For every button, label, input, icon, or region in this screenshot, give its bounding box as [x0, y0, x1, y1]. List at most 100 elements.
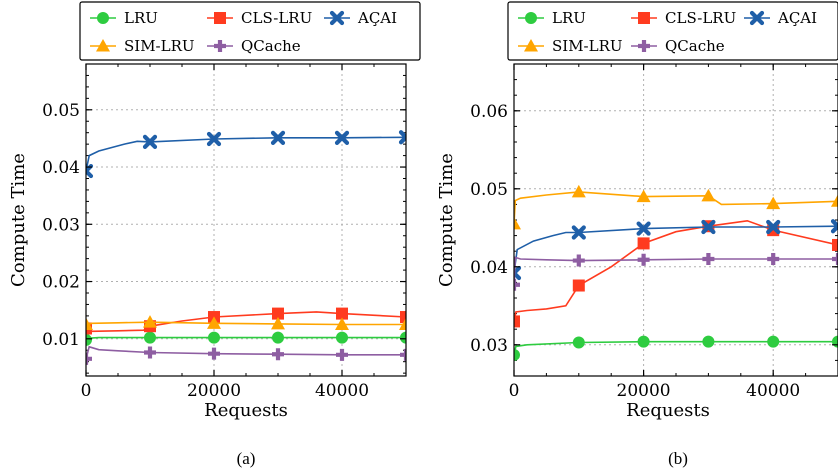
- data-point-acai: [830, 219, 838, 234]
- legend-marker-acai: [749, 10, 765, 26]
- panel-caption: (a): [237, 449, 256, 468]
- y-tick-label: 0.04: [470, 258, 508, 278]
- x-tick-label: 20000: [187, 381, 241, 401]
- y-tick-label: 0.04: [42, 158, 80, 178]
- legend-marker-lru: [525, 12, 537, 24]
- series-cls-lru: [86, 307, 406, 335]
- series-line-lru: [514, 340, 838, 356]
- data-point-cls-lru: [572, 279, 585, 292]
- data-point-qcache: [336, 348, 348, 361]
- y-tick-label: 0.06: [470, 102, 508, 122]
- legend-item-sim-lru: SIM-LRU: [518, 37, 623, 55]
- data-point-sim-lru: [571, 184, 586, 198]
- data-point-acai: [636, 221, 651, 236]
- series-line-sim-lru: [86, 321, 406, 326]
- legend-label: LRU: [124, 9, 158, 27]
- x-tick-label: 0: [81, 381, 92, 401]
- legend-marker-cls-lru: [214, 12, 226, 24]
- data-point-qcache: [832, 253, 838, 265]
- data-point-acai: [398, 130, 406, 145]
- legend-item-qcache: QCache: [207, 37, 301, 55]
- plot-frame: [85, 63, 407, 377]
- data-point-sim-lru: [207, 316, 221, 329]
- data-point-acai: [142, 134, 158, 149]
- grid: [514, 64, 838, 376]
- series-sim-lru: [86, 315, 406, 330]
- data-point-qcache: [637, 253, 650, 266]
- series-qcache: [514, 253, 838, 291]
- series-line-acai: [86, 136, 406, 172]
- data-point-acai: [766, 219, 781, 235]
- y-axis-label: Compute Time: [8, 153, 29, 287]
- series-line-sim-lru: [514, 191, 838, 224]
- data-point-qcache: [702, 253, 715, 265]
- legend-label: SIM-LRU: [552, 37, 623, 55]
- data-point-lru: [86, 333, 92, 346]
- legend-marker-lru: [97, 12, 109, 24]
- ticks: 0 20000 40000 0.03 0.04 0.05 0.06: [470, 64, 838, 401]
- data-point-lru: [767, 335, 780, 348]
- data-point-sim-lru: [831, 194, 838, 207]
- data-point-acai: [514, 265, 522, 281]
- data-point-acai: [206, 131, 222, 147]
- data-point-cls-lru: [336, 307, 348, 320]
- plot-frame: [513, 63, 838, 377]
- data-point-cls-lru: [637, 237, 650, 250]
- series-lru: [514, 335, 838, 361]
- panel-caption: (b): [668, 449, 688, 468]
- chart-panel-a: 0 20000 40000 0.01 0.02 0.03 0.04 0.05 Requests C…: [8, 1, 421, 468]
- legend-marker-sim-lru: [524, 39, 538, 52]
- x-axis-label: Requests: [204, 400, 288, 421]
- data-point-acai: [86, 163, 94, 179]
- legend-item-lru: LRU: [518, 9, 586, 27]
- series-sim-lru: [514, 184, 838, 230]
- series-line-cls-lru: [86, 311, 406, 333]
- x-tick-label: 0: [509, 381, 520, 401]
- legend: LRU CLS-LRU AÇAI SIM-LRU QCache: [79, 1, 421, 61]
- legend-marker-qcache: [214, 40, 226, 52]
- legend-item-cls-lru: CLS-LRU: [207, 9, 312, 27]
- data-point-qcache: [514, 278, 520, 291]
- series-line-qcache: [514, 256, 838, 285]
- data-point-cls-lru: [272, 307, 284, 320]
- series-acai: [514, 219, 838, 281]
- data-point-lru: [400, 331, 406, 344]
- data-point-acai: [334, 130, 350, 145]
- legend-item-lru: LRU: [90, 9, 158, 27]
- data-point-cls-lru: [514, 315, 520, 328]
- series-lru: [86, 331, 406, 346]
- minor-ticks: [85, 63, 407, 376]
- data-point-cls-lru: [400, 311, 406, 324]
- legend-label: AÇAI: [777, 9, 817, 27]
- data-point-acai: [571, 225, 586, 240]
- legend-marker-acai: [329, 10, 345, 26]
- legend-marker-cls-lru: [638, 12, 650, 24]
- data-point-qcache: [272, 348, 284, 361]
- series-line-cls-lru: [514, 219, 838, 322]
- data-point-lru: [514, 348, 520, 361]
- data-point-sim-lru: [399, 317, 406, 330]
- data-point-lru: [637, 335, 650, 348]
- data-point-lru: [272, 331, 284, 344]
- y-tick-label: 0.01: [42, 330, 80, 350]
- y-tick-label: 0.03: [470, 336, 508, 356]
- data-point-lru: [144, 331, 156, 344]
- series-cls-lru: [514, 219, 838, 328]
- y-tick-label: 0.02: [42, 273, 80, 293]
- data-point-lru: [832, 335, 838, 348]
- data-point-cls-lru: [832, 238, 838, 251]
- data-point-qcache: [767, 253, 780, 265]
- legend: LRU CLS-LRU AÇAI SIM-LRU QCache: [507, 1, 838, 61]
- chart-panel-b: 0 20000 40000 0.03 0.04 0.05 0.06 Requests Compu…: [436, 1, 838, 468]
- x-tick-label: 40000: [746, 381, 800, 401]
- data-point-lru: [336, 331, 348, 344]
- data-point-lru: [572, 336, 585, 349]
- data-point-sim-lru: [271, 316, 285, 330]
- y-tick-label: 0.05: [42, 101, 80, 121]
- x-tick-label: 20000: [617, 381, 671, 401]
- series-line-qcache: [86, 345, 406, 360]
- series-qcache: [86, 345, 406, 365]
- x-tick-label: 40000: [315, 381, 369, 401]
- y-axis-label: Compute Time: [436, 153, 457, 287]
- data-point-qcache: [400, 348, 406, 361]
